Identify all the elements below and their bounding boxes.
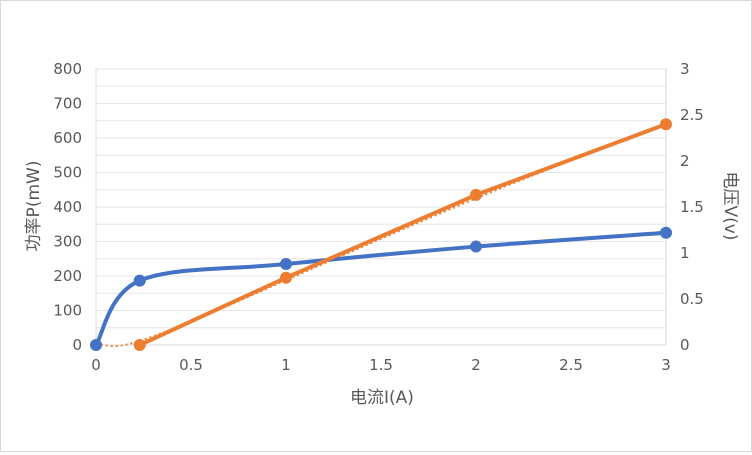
y-tick-label: 0	[72, 336, 82, 354]
plot-area	[90, 118, 672, 351]
gridlines	[96, 68, 666, 329]
y2-tick-label: 3	[680, 60, 690, 78]
series-1-line	[94, 230, 668, 347]
y2-tick-label: 1	[680, 244, 690, 262]
series-2-point	[133, 339, 146, 351]
x-axis-tick-labels: 0 0.5 1 1.5 2 2.5 3	[91, 356, 671, 374]
left-axis-tick-labels: 0 100 200 300 400 500 600 700 800	[53, 60, 82, 354]
series-1-point	[90, 339, 102, 351]
y2-axis-title: 电压V(v)	[720, 172, 740, 241]
axes	[95, 69, 667, 346]
series-1-point	[280, 258, 292, 271]
series-1-point	[470, 240, 482, 253]
y-tick-label: 500	[53, 164, 82, 182]
right-axis-tick-labels: 0 0.5 1 1.5 2 2.5 3	[680, 60, 704, 354]
y-tick-label: 400	[53, 198, 82, 216]
series-1-point	[660, 226, 672, 239]
y2-tick-label: 1.5	[680, 198, 704, 216]
x-tick-label: 2	[471, 356, 481, 374]
y-tick-label: 300	[53, 233, 82, 251]
y-tick-label: 600	[53, 129, 82, 147]
x-tick-label: 1.5	[369, 356, 393, 374]
x-tick-label: 2.5	[559, 356, 583, 374]
y-tick-label: 100	[53, 302, 82, 320]
y2-tick-label: 0	[680, 336, 690, 354]
series-2-point	[470, 188, 482, 201]
series-2-point	[660, 118, 672, 131]
x-tick-label: 3	[661, 356, 671, 374]
series-2-line	[137, 122, 668, 347]
y2-tick-label: 2.5	[680, 106, 704, 124]
x-tick-label: 1	[281, 356, 291, 374]
y-axis-title: 功率P(mW)	[24, 161, 44, 252]
series-1-point	[133, 274, 146, 287]
x-tick-label: 0	[91, 356, 101, 374]
y-tick-label: 200	[53, 267, 82, 285]
x-axis-title: 电流I(A)	[350, 388, 414, 408]
y2-tick-label: 0.5	[680, 290, 704, 308]
y-tick-label: 700	[53, 95, 82, 113]
x-tick-label: 0.5	[179, 356, 203, 374]
y2-tick-label: 2	[680, 152, 690, 170]
y-tick-label: 800	[53, 60, 82, 78]
series-2-point	[280, 271, 292, 284]
